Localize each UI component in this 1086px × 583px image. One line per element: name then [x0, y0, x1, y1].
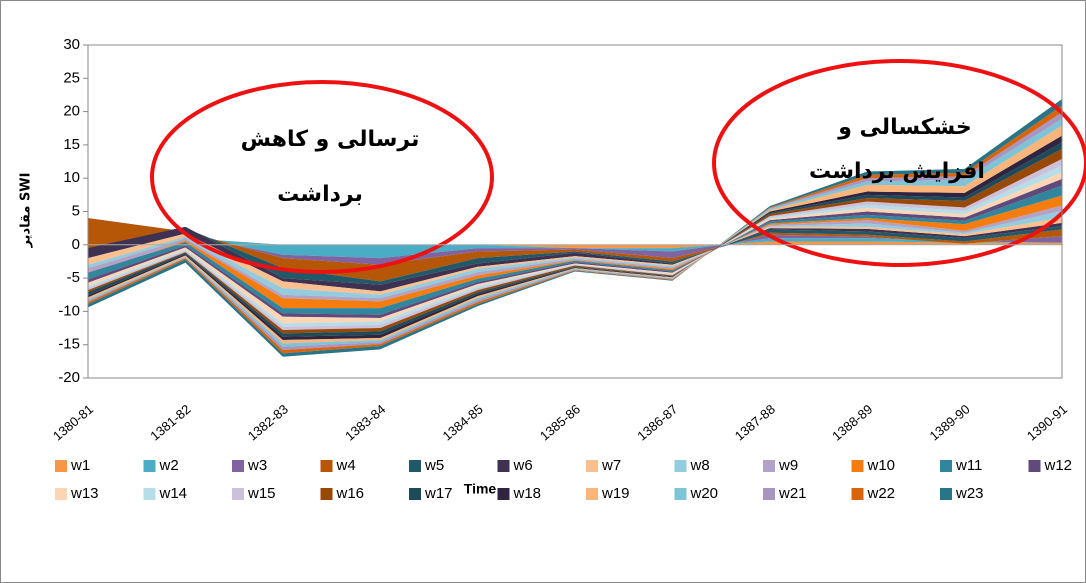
legend-swatch: [1028, 460, 1041, 472]
legend-swatch: [143, 460, 156, 472]
y-tick-label: 25: [63, 69, 80, 86]
legend-label: w16: [336, 485, 365, 502]
y-tick-label: -15: [58, 336, 80, 353]
legend-label: w20: [690, 485, 719, 502]
legend-swatch: [232, 488, 244, 500]
area: [88, 218, 1062, 282]
legend-label: w10: [867, 457, 896, 474]
y-tick-label: 10: [63, 169, 80, 186]
legend-label: w22: [867, 485, 896, 502]
legend-swatch: [55, 460, 67, 472]
y-tick-label: 0: [72, 236, 80, 253]
legend-swatch: [409, 460, 421, 472]
legend-label: w17: [424, 485, 453, 502]
legend-swatch: [497, 488, 510, 500]
legend-label: w1: [70, 457, 90, 474]
legend-swatch: [851, 488, 864, 500]
annotation: خشکسالی و: [837, 115, 972, 140]
legend-label: w2: [159, 457, 179, 474]
legend-swatch: [320, 460, 333, 472]
legend-swatch: [409, 488, 421, 500]
legend-swatch: [940, 488, 952, 500]
y-tick-label: 20: [63, 103, 80, 120]
legend-swatch: [674, 488, 687, 500]
y-tick-label: -20: [58, 369, 80, 386]
legend-swatch: [232, 460, 244, 472]
area: [88, 222, 1062, 292]
area: [88, 234, 1062, 259]
y-axis-title: مقادیر SWI: [19, 172, 34, 248]
legend-label: w11: [955, 457, 982, 474]
legend-label: w7: [601, 457, 621, 474]
y-tick-label: -5: [67, 269, 80, 286]
legend-label: w8: [690, 457, 710, 474]
annotation: برداشت: [277, 182, 363, 207]
legend-label: w19: [601, 485, 630, 502]
legend-label: w3: [247, 457, 267, 474]
area: [88, 217, 1062, 295]
legend-swatch: [851, 460, 864, 472]
plot-area: [88, 98, 1062, 357]
legend-swatch: [320, 488, 333, 500]
plot-border: [87, 44, 1063, 379]
legend-swatch: [586, 488, 598, 500]
legend-swatch: [763, 488, 775, 500]
highlight-ellipse: [712, 59, 1086, 267]
y-tick-label: 30: [63, 36, 80, 53]
highlight-ellipse: [150, 80, 494, 274]
y-tick-label: -10: [58, 302, 80, 319]
legend-swatch: [55, 488, 67, 500]
annotation: ترسالی و کاهش: [241, 127, 420, 152]
legend-swatch: [674, 460, 687, 472]
legend-label: w21: [778, 485, 807, 502]
legend-label: w15: [247, 485, 276, 502]
legend-label: w13: [70, 485, 99, 502]
legend-label: w5: [424, 457, 444, 474]
x-axis-title: Time: [464, 481, 497, 497]
legend-label: w12: [1044, 457, 1073, 474]
legend-swatch: [763, 460, 775, 472]
legend-label: w23: [955, 485, 984, 502]
legend-label: w9: [778, 457, 798, 474]
legend-swatch: [143, 488, 156, 500]
legend-label: w14: [159, 485, 188, 502]
y-tick-label: 15: [63, 136, 80, 153]
legend-swatch: [586, 460, 598, 472]
y-tick-label: 5: [72, 202, 80, 219]
legend-label: w4: [336, 457, 356, 474]
legend-label: w18: [513, 485, 542, 502]
legend-swatch: [497, 460, 510, 472]
legend-label: w6: [513, 457, 533, 474]
annotation: افزایش برداشت: [809, 159, 985, 184]
legend-swatch: [940, 460, 952, 472]
